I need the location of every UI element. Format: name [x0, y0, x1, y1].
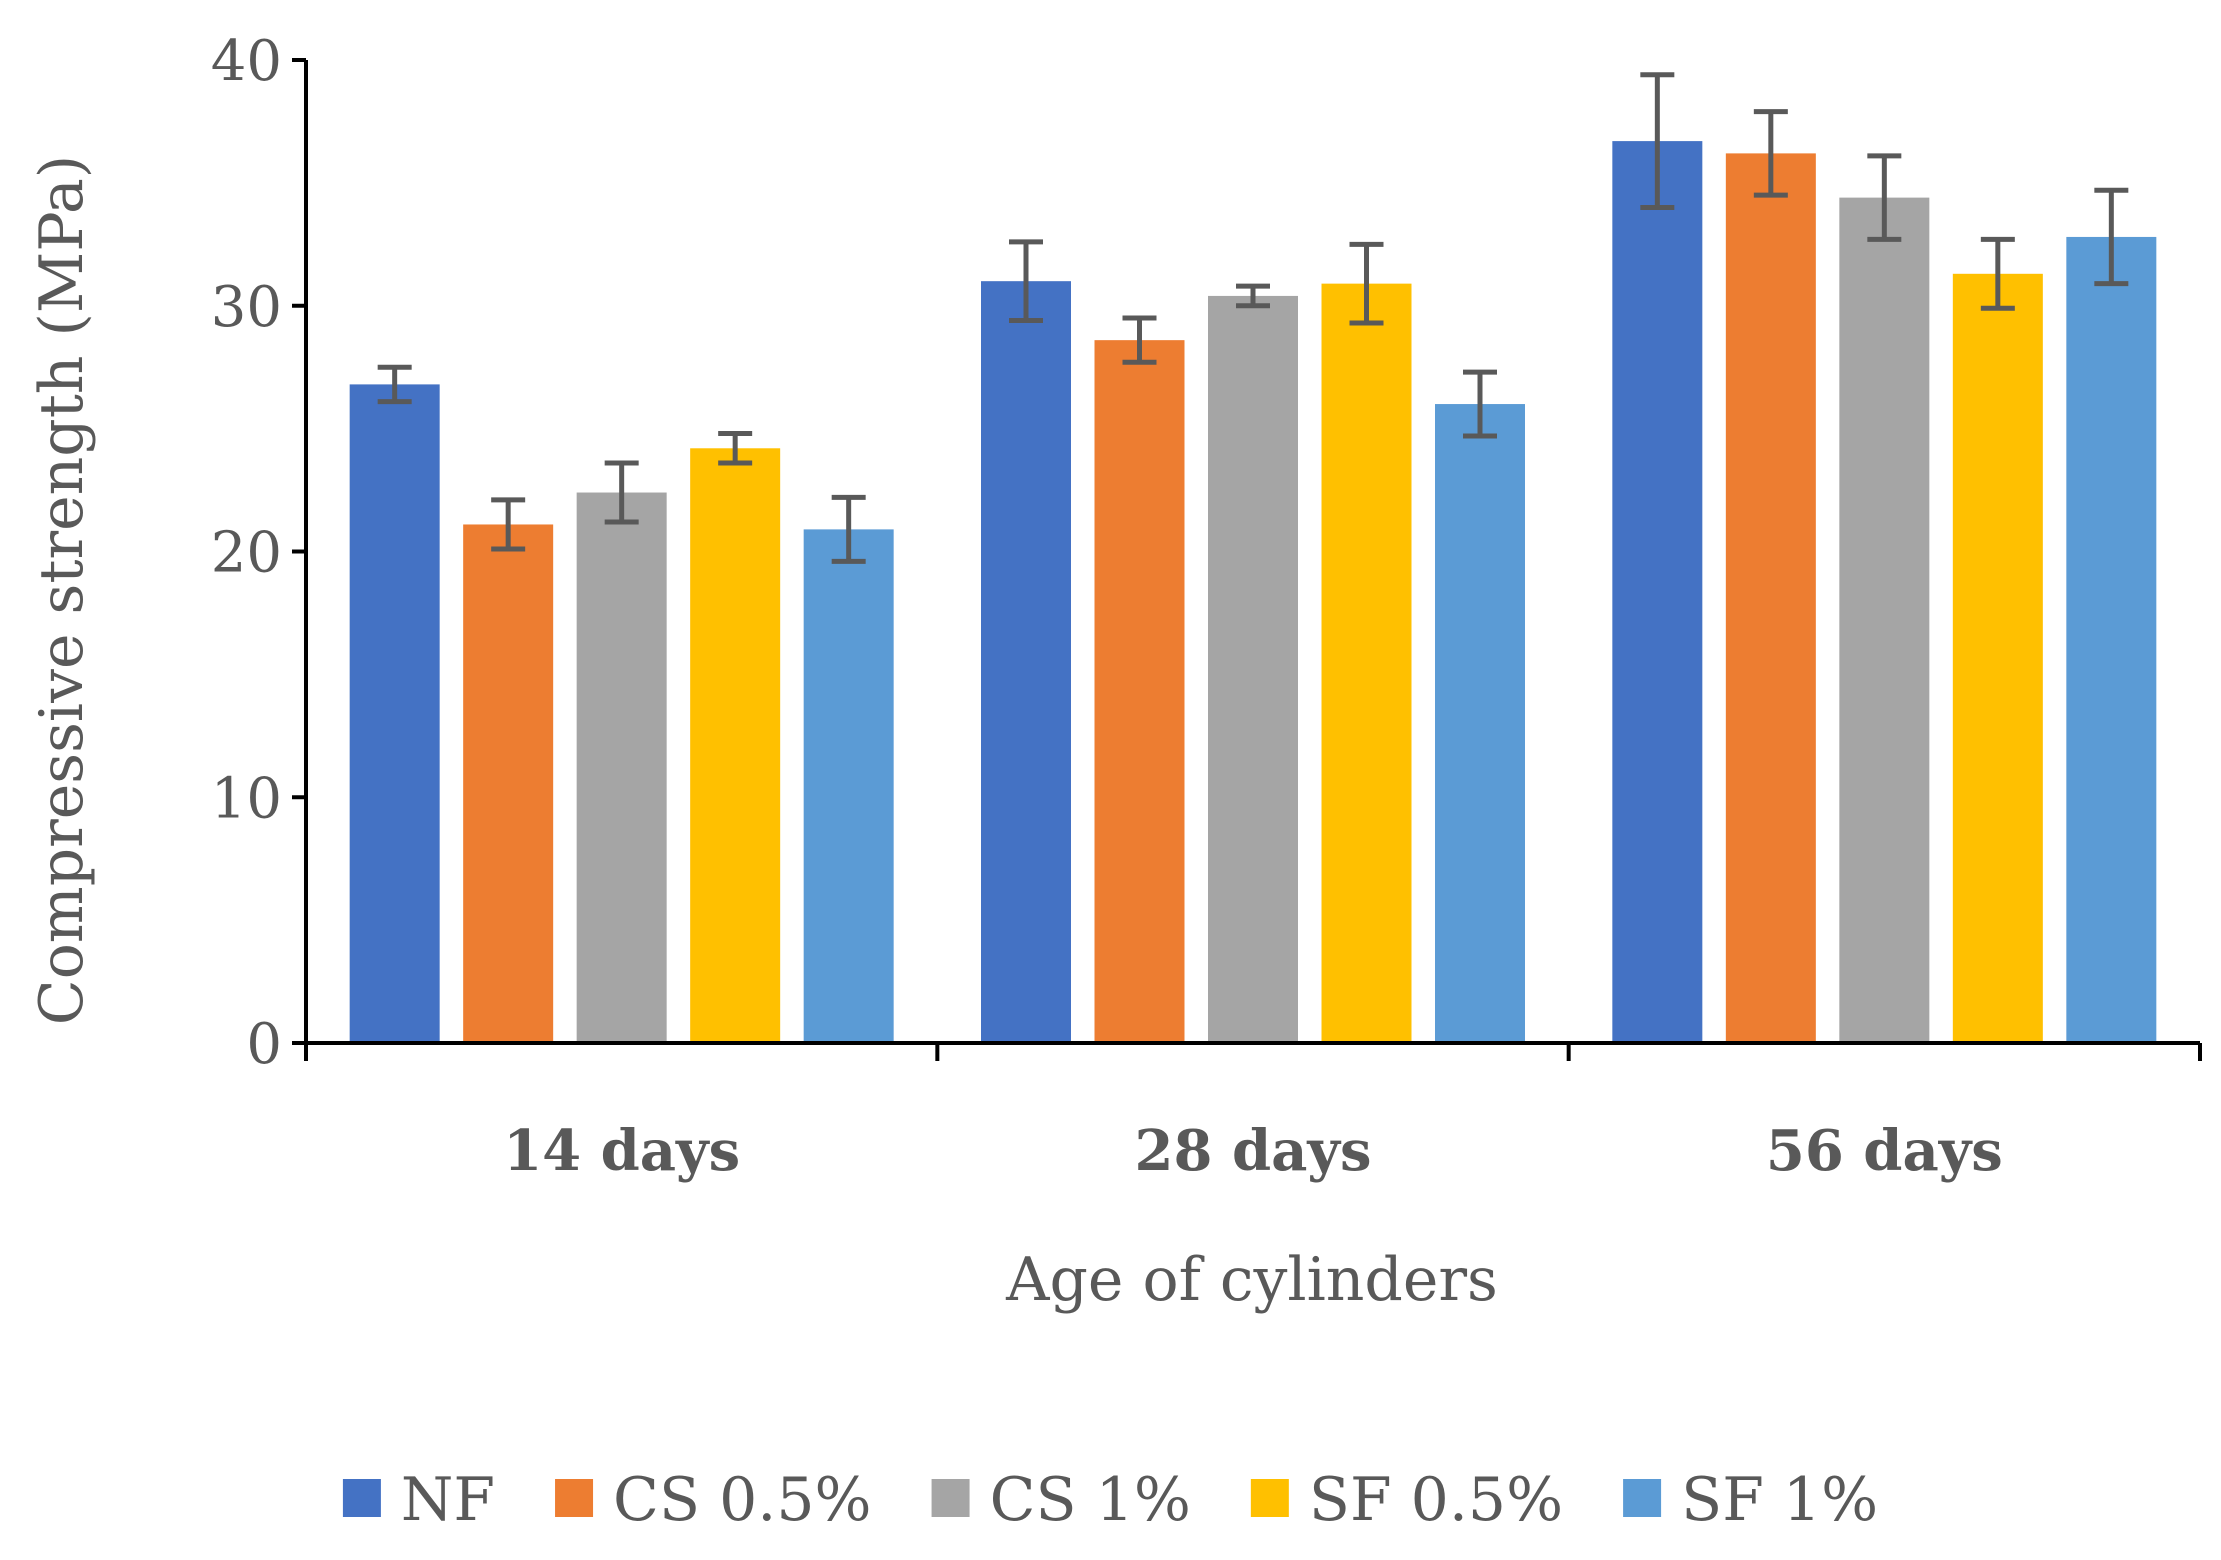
error-bar-28-days-SF-0-5-: [1349, 241, 1384, 326]
axes-layer: [292, 58, 2202, 1061]
legend-label-SF-0-5-: SF 0.5%: [1309, 1465, 1563, 1535]
legend-swatch-NF: [342, 1479, 381, 1517]
bar-14-days-CS-1-: [576, 492, 667, 1043]
legend-item-CS-0-5-: CS 0.5%: [555, 1465, 872, 1535]
x-category-label-56-days: 56 days: [1766, 1118, 2003, 1184]
legend-item-NF: NF: [342, 1465, 495, 1535]
error-bar-56-days-CS-1-: [1867, 153, 1902, 242]
error-bar-56-days-SF-1-: [2094, 187, 2129, 287]
y-axis-title: Compressive strength (MPa): [27, 155, 97, 1025]
error-bar-56-days-CS-0-5-: [1753, 109, 1788, 198]
bar-28-days-CS-1-: [1208, 295, 1298, 1043]
bar-28-days-SF-1-: [1435, 404, 1525, 1043]
error-bar-28-days-NF: [1009, 239, 1043, 323]
x-category-label-28-days: 28 days: [1135, 1118, 1372, 1184]
bar-56-days-SF-1-: [2066, 236, 2157, 1043]
bar-14-days-NF: [349, 384, 440, 1043]
bar-56-days-CS-1-: [1839, 197, 1930, 1043]
legend-label-CS-0-5-: CS 0.5%: [613, 1465, 872, 1535]
labels-layer: 0 10 20 30 40 14 days 28 days 56 days: [211, 29, 2003, 1184]
bar-56-days-NF: [1612, 141, 1703, 1043]
bar-14-days-CS-0-5-: [463, 524, 554, 1043]
bar-14-days-SF-0-5-: [690, 448, 781, 1043]
error-bar-14-days-NF: [377, 364, 412, 405]
error-bars-layer: [377, 72, 2129, 564]
bar-28-days-CS-0-5-: [1094, 340, 1185, 1043]
error-bar-56-days-NF: [1640, 72, 1675, 210]
error-bar-14-days-CS-0-5-: [491, 497, 526, 552]
y-tick-label-10: 10: [211, 766, 282, 831]
legend-item-CS-1-: CS 1%: [931, 1465, 1191, 1535]
error-bar-14-days-SF-0-5-: [718, 431, 753, 466]
legend-swatch-CS-0-5-: [555, 1479, 594, 1517]
bar-56-days-CS-0-5-: [1725, 153, 1816, 1043]
error-bar-28-days-SF-1-: [1463, 369, 1497, 439]
legend: NF CS 0.5% CS 1% SF 0.5% SF 1%: [342, 1465, 1878, 1535]
legend-item-SF-1-: SF 1%: [1623, 1465, 1878, 1535]
x-axis-title: Age of cylinders: [1005, 1245, 1498, 1315]
legend-swatch-CS-1-: [931, 1479, 970, 1517]
y-tick-label-20: 20: [211, 521, 282, 586]
y-tick-label-40: 40: [211, 29, 282, 94]
error-bar-28-days-CS-1-: [1236, 283, 1270, 309]
x-category-label-14-days: 14 days: [503, 1118, 740, 1184]
y-tick-label-30: 30: [211, 275, 282, 340]
error-bar-28-days-CS-0-5-: [1122, 315, 1157, 365]
y-tick-label-0: 0: [246, 1012, 282, 1077]
error-bar-14-days-CS-1-: [604, 460, 639, 525]
bar-14-days-SF-1-: [803, 529, 894, 1043]
legend-label-CS-1-: CS 1%: [990, 1465, 1191, 1535]
error-bar-56-days-SF-0-5-: [1980, 236, 2015, 311]
legend-swatch-SF-1-: [1623, 1479, 1662, 1517]
legend-swatch-SF-0-5-: [1250, 1479, 1289, 1517]
legend-item-SF-0-5-: SF 0.5%: [1250, 1465, 1563, 1535]
bar-28-days-SF-0-5-: [1321, 283, 1412, 1043]
bars-layer: [349, 141, 2157, 1043]
bar-56-days-SF-0-5-: [1952, 273, 2043, 1043]
bar-28-days-NF: [981, 281, 1071, 1043]
legend-label-SF-1-: SF 1%: [1681, 1465, 1878, 1535]
error-bar-14-days-SF-1-: [831, 494, 866, 564]
legend-label-NF: NF: [401, 1465, 495, 1535]
